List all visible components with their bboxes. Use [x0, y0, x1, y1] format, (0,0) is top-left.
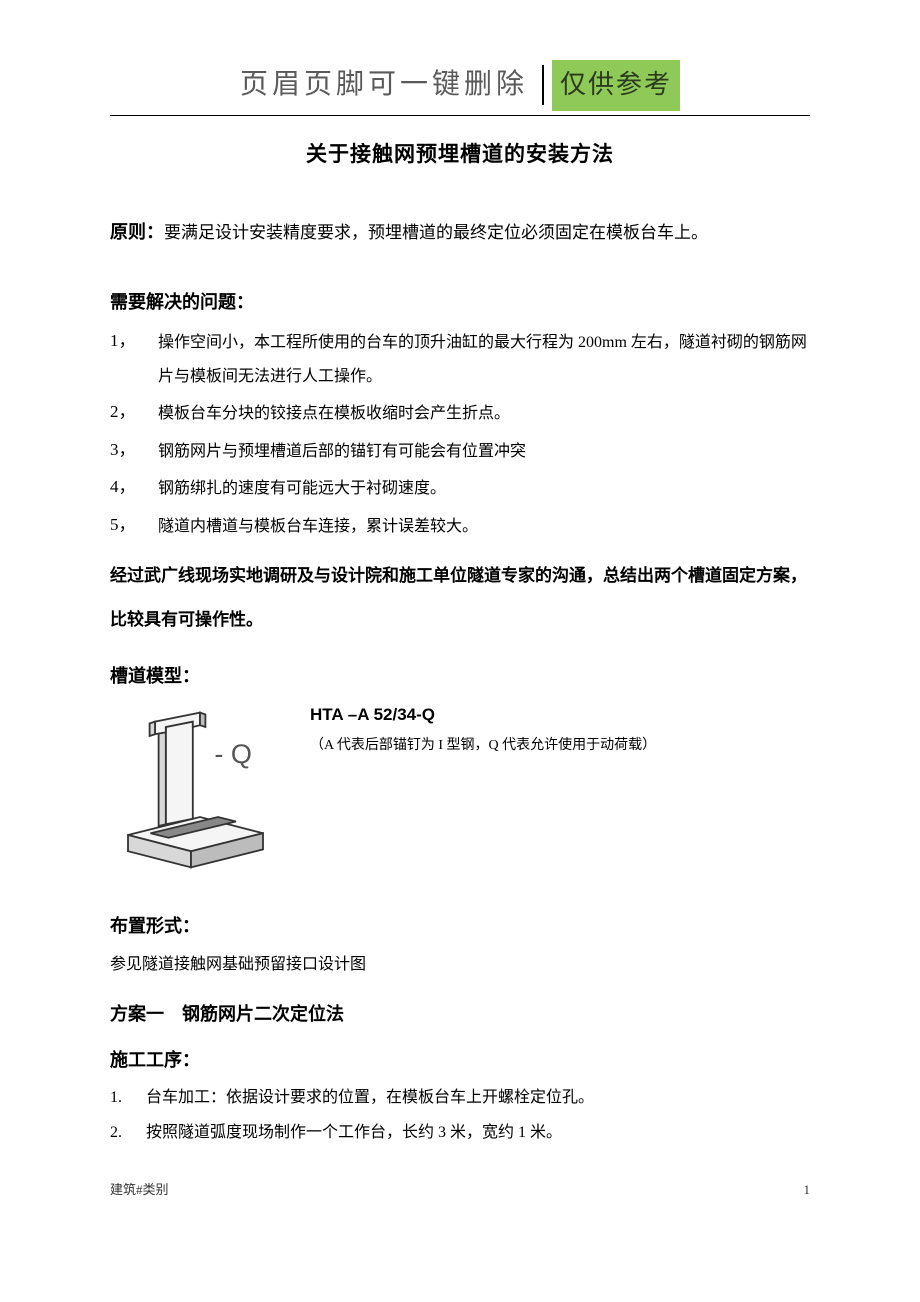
list-item: 1， 操作空间小，本工程所使用的台车的顶升油缸的最大行程为 200mm 左右，隧…: [110, 326, 810, 393]
page-footer: 建筑#类别 1: [110, 1178, 810, 1201]
channel-diagram: - Q: [110, 700, 290, 880]
list-text: 钢筋绑扎的速度有可能远大于衬砌速度。: [158, 472, 810, 506]
list-text: 隧道内槽道与模板台车连接，累计误差较大。: [158, 510, 810, 544]
list-text: 模板台车分块的铰接点在模板收缩时会产生折点。: [158, 397, 810, 431]
header-divider: [542, 65, 544, 105]
plan1-subheading: 施工工序：: [110, 1044, 810, 1076]
list-item: 5， 隧道内槽道与模板台车连接，累计误差较大。: [110, 510, 810, 544]
model-block: - Q HTA –A 52/34-Q （A 代表后部锚钉为 I 型钢，Q 代表允…: [110, 700, 810, 880]
diagram-q-label: - Q: [214, 739, 252, 769]
step-item: 1. 台车加工：依据设计要求的位置，在模板台车上开螺栓定位孔。: [110, 1084, 810, 1113]
list-text: 钢筋网片与预埋槽道后部的锚钉有可能会有位置冲突: [158, 435, 810, 469]
list-text: 操作空间小，本工程所使用的台车的顶升油缸的最大行程为 200mm 左右，隧道衬砌…: [158, 326, 810, 393]
list-number: 2，: [110, 397, 158, 428]
model-note: （A 代表后部锚钉为 I 型钢，Q 代表允许使用于动荷载）: [310, 733, 810, 758]
list-item: 3， 钢筋网片与预埋槽道后部的锚钉有可能会有位置冲突: [110, 435, 810, 469]
document-title: 关于接触网预埋槽道的安装方法: [110, 136, 810, 174]
layout-text: 参见隧道接触网基础预留接口设计图: [110, 951, 810, 980]
list-number: 1，: [110, 326, 158, 357]
principle-label: 原则：: [110, 222, 164, 242]
principle-text: 要满足设计安装精度要求，预埋槽道的最终定位必须固定在模板台车上。: [164, 223, 708, 242]
problems-heading: 需要解决的问题：: [110, 286, 810, 318]
list-number: 5，: [110, 510, 158, 541]
list-item: 4， 钢筋绑扎的速度有可能远大于衬砌速度。: [110, 472, 810, 506]
list-item: 2， 模板台车分块的铰接点在模板收缩时会产生折点。: [110, 397, 810, 431]
channel-diagram-svg: - Q: [110, 700, 290, 880]
problems-list: 1， 操作空间小，本工程所使用的台车的顶升油缸的最大行程为 200mm 左右，隧…: [110, 326, 810, 544]
summary-text: 经过武广线现场实地调研及与设计院和施工单位隧道专家的沟通，总结出两个槽道固定方案…: [110, 554, 810, 642]
model-caption: HTA –A 52/34-Q （A 代表后部锚钉为 I 型钢，Q 代表允许使用于…: [310, 700, 810, 758]
principle-line: 原则：要满足设计安装精度要求，预埋槽道的最终定位必须固定在模板台车上。: [110, 214, 810, 250]
layout-heading: 布置形式：: [110, 910, 810, 942]
reference-badge: 仅供参考: [552, 60, 680, 111]
plan1-heading: 方案一 钢筋网片二次定位法: [110, 998, 810, 1030]
step-text: 台车加工：依据设计要求的位置，在模板台车上开螺栓定位孔。: [146, 1084, 594, 1113]
plan1-steps: 1. 台车加工：依据设计要求的位置，在模板台车上开螺栓定位孔。 2. 按照隧道弧…: [110, 1084, 810, 1148]
page-number: 1: [804, 1178, 811, 1201]
header-rule: [110, 115, 810, 116]
header-text: 页眉页脚可一键删除: [240, 60, 534, 110]
list-number: 4，: [110, 472, 158, 503]
step-number: 1.: [110, 1084, 146, 1113]
step-item: 2. 按照隧道弧度现场制作一个工作台，长约 3 米，宽约 1 米。: [110, 1119, 810, 1148]
model-heading: 槽道模型：: [110, 660, 810, 692]
step-number: 2.: [110, 1119, 146, 1148]
model-code: HTA –A 52/34-Q: [310, 700, 810, 731]
footer-category: 建筑#类别: [110, 1178, 169, 1201]
page-header: 页眉页脚可一键删除 仅供参考: [110, 60, 810, 111]
list-number: 3，: [110, 435, 158, 466]
step-text: 按照隧道弧度现场制作一个工作台，长约 3 米，宽约 1 米。: [146, 1119, 562, 1148]
